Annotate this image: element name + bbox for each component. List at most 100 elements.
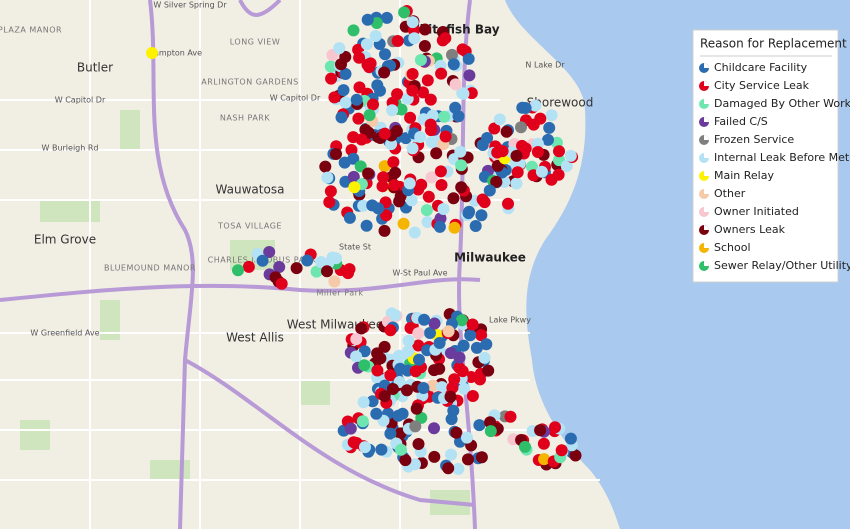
- replacement-point: [425, 124, 437, 137]
- replacement-point: [377, 171, 390, 184]
- replacement-point: [535, 165, 548, 178]
- replacement-point: [483, 184, 496, 197]
- place-label: TOSA VILLAGE: [217, 222, 282, 231]
- replacement-point: [396, 407, 409, 420]
- replacement-point: [419, 23, 431, 36]
- replacement-point: [321, 265, 333, 278]
- replacement-point: [310, 265, 323, 278]
- replacement-point: [564, 149, 577, 162]
- replacement-point: [356, 415, 369, 428]
- place-label: W Capitol Dr: [270, 94, 321, 103]
- replacement-point: [363, 109, 376, 122]
- replacement-point: [256, 254, 269, 267]
- replacement-point: [393, 195, 406, 208]
- replacement-point: [378, 224, 391, 237]
- replacement-point: [424, 93, 437, 106]
- legend-label: Failed C/S: [714, 115, 768, 128]
- replacement-point: [275, 277, 288, 290]
- replacement-point: [353, 51, 366, 64]
- replacement-point: [448, 221, 461, 234]
- replacement-point: [435, 179, 448, 191]
- replacement-point: [552, 168, 565, 181]
- legend-label: Internal Leak Before Meter: [714, 151, 850, 164]
- replacement-point: [420, 204, 433, 217]
- place-label: Butler: [77, 61, 113, 75]
- replacement-point: [401, 384, 413, 397]
- replacement-point: [393, 349, 405, 362]
- replacement-point: [490, 175, 503, 188]
- place-label: Elm Grove: [34, 233, 96, 247]
- place-label: W Capitol Dr: [55, 96, 106, 105]
- replacement-point: [475, 451, 488, 464]
- replacement-point: [474, 373, 486, 386]
- replacement-point: [413, 353, 425, 366]
- replacement-point: [357, 396, 370, 409]
- replacement-point: [389, 166, 402, 179]
- replacement-point: [290, 262, 303, 275]
- replacement-point: [362, 167, 375, 180]
- place-label: W Greenfield Ave: [30, 329, 99, 338]
- replacement-point: [442, 462, 455, 475]
- replacement-point: [457, 87, 470, 100]
- replacement-point: [406, 16, 419, 29]
- replacement-point: [461, 431, 473, 444]
- legend-swatch-wedge: [704, 171, 709, 176]
- replacement-point: [435, 67, 448, 80]
- replacement-point: [464, 329, 477, 342]
- replacement-point: [449, 78, 462, 91]
- replacement-point: [424, 327, 436, 339]
- replacement-point: [531, 137, 544, 150]
- place-label: PLAZA MANOR: [0, 26, 62, 35]
- replacement-point: [537, 437, 550, 450]
- replacement-point: [462, 52, 475, 65]
- place-label: LONG VIEW: [230, 38, 281, 47]
- legend-box: [692, 29, 839, 283]
- replacement-point: [386, 383, 399, 395]
- replacement-point: [273, 261, 286, 273]
- replacement-point: [350, 93, 363, 106]
- replacement-point: [328, 91, 341, 104]
- replacement-point: [397, 217, 410, 230]
- replacement-point: [398, 6, 411, 19]
- parks: [20, 110, 470, 515]
- replacement-point: [391, 35, 404, 47]
- replacement-point: [415, 411, 428, 424]
- replacement-point: [564, 432, 577, 445]
- replacement-point: [475, 209, 488, 222]
- replacement-point: [355, 322, 368, 335]
- replacement-point: [516, 139, 528, 152]
- replacement-point: [417, 86, 429, 99]
- replacement-point: [370, 17, 383, 29]
- replacement-point: [510, 149, 523, 162]
- replacement-point: [378, 66, 391, 79]
- place-label: Wauwatosa: [216, 183, 285, 197]
- place-label: NASH PARK: [220, 114, 270, 123]
- place-label: Shorewood: [527, 96, 594, 110]
- replacement-point: [369, 30, 382, 42]
- legend-swatch-wedge: [704, 189, 709, 194]
- replacement-points: [146, 5, 582, 475]
- replacement-point: [376, 180, 389, 193]
- place-label: Milwaukee: [454, 251, 526, 265]
- replacement-point: [455, 314, 468, 327]
- replacement-point: [470, 341, 483, 354]
- replacement-point: [510, 177, 523, 190]
- replacement-point: [321, 171, 334, 184]
- replacement-point: [421, 74, 434, 87]
- replacement-point: [359, 441, 371, 454]
- replacement-point: [555, 444, 568, 457]
- replacement-point: [519, 440, 531, 453]
- replacement-point: [403, 177, 416, 190]
- replacement-point: [324, 60, 337, 73]
- replacement-point: [538, 453, 551, 466]
- place-label: State St: [339, 243, 371, 252]
- replacement-point: [493, 113, 506, 126]
- legend-swatch-wedge: [704, 243, 709, 248]
- replacement-point: [409, 365, 422, 378]
- replacement-point: [335, 58, 347, 71]
- replacement-point: [406, 84, 419, 97]
- replacement-point: [359, 123, 372, 136]
- replacement-point: [475, 329, 488, 342]
- replacement-point: [417, 382, 430, 394]
- replacement-point: [478, 351, 491, 364]
